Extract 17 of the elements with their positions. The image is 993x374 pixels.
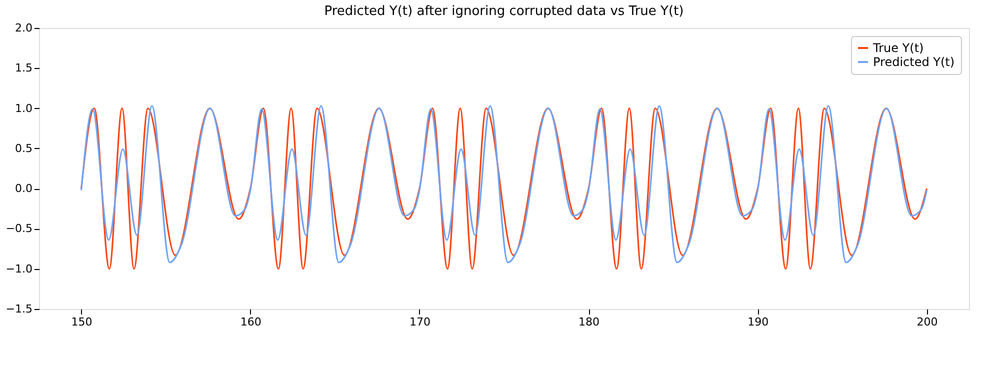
y-tick-label: 1.0 xyxy=(15,102,32,115)
y-tick-label: 2.0 xyxy=(15,22,32,34)
legend-label: True Y(t) xyxy=(872,41,924,55)
x-tick-label: 150 xyxy=(71,316,92,328)
y-tick-label: 1.5 xyxy=(15,62,32,75)
y-tick-label: −1.0 xyxy=(6,262,32,276)
legend-label: Predicted Y(t) xyxy=(873,55,955,69)
y-tick-label: −1.5 xyxy=(6,302,32,316)
y-tick-label: 0.0 xyxy=(15,182,32,196)
chart-title: Predicted Y(t) after ignoring corrupted data vs True Y(t) xyxy=(324,4,684,19)
x-tick-label: 180 xyxy=(578,316,600,328)
x-tick-label: 200 xyxy=(916,316,938,328)
y-tick-label: 0.5 xyxy=(15,142,32,155)
x-tick-label: 170 xyxy=(409,316,430,328)
x-tick-label: 160 xyxy=(240,316,262,328)
x-tick-label: 190 xyxy=(748,316,769,328)
y-tick-label: −0.5 xyxy=(6,222,32,236)
